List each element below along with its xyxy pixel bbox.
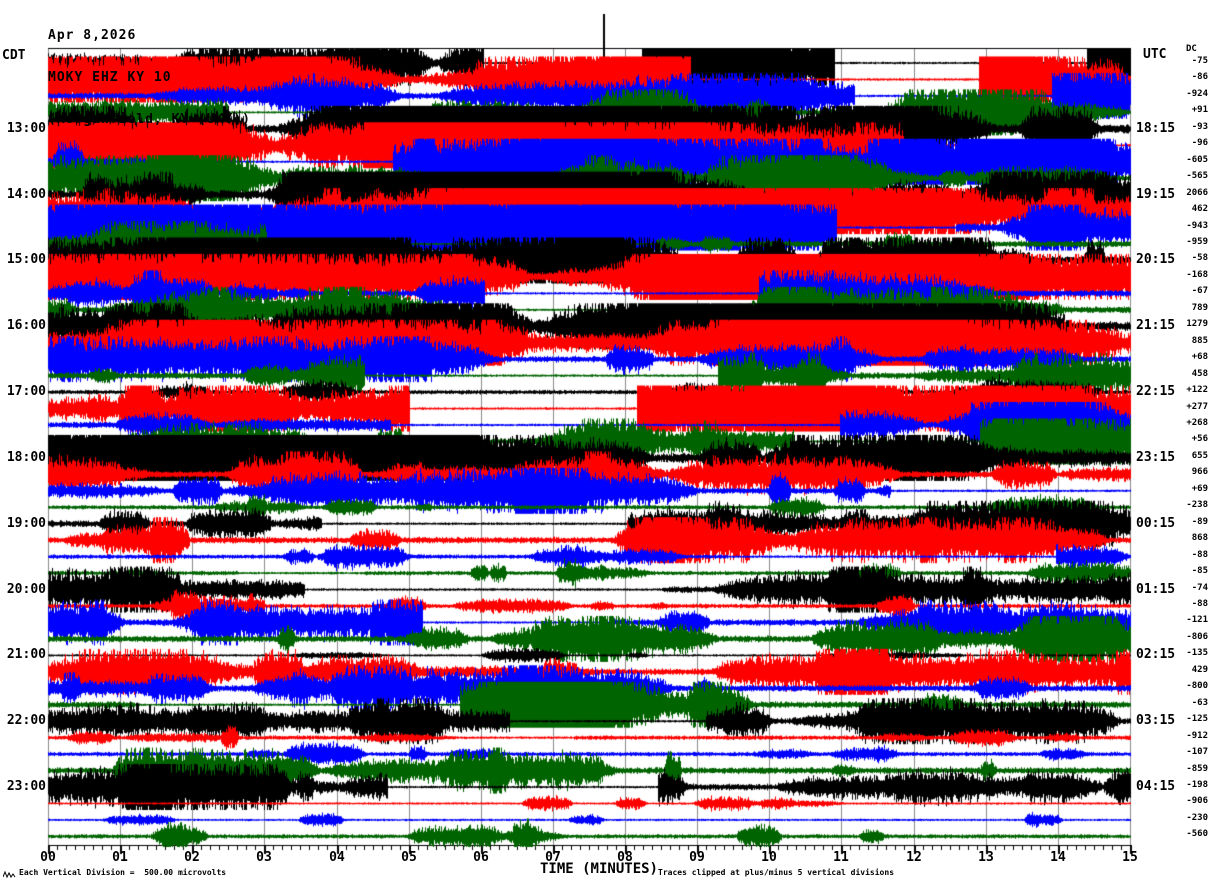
right-timezone-label: UTC [1143,47,1167,62]
dc-offset-value: -806 [1186,632,1208,642]
dc-offset-value: +69 [1191,484,1208,494]
left-time-label: 17:00 [6,384,46,399]
x-tick-label: 09 [689,850,705,865]
dc-offset-value: -943 [1186,221,1208,231]
dc-offset-value: 2066 [1186,188,1208,198]
x-tick-label: 01 [112,850,128,865]
dc-offset-value: -959 [1186,237,1208,247]
right-time-label: 03:15 [1136,713,1176,728]
dc-offset-value: +91 [1191,105,1208,115]
dc-offset-value: -125 [1186,714,1208,724]
dc-offset-value: -800 [1186,681,1208,691]
dc-offset-value: -58 [1191,253,1208,263]
dc-offset-value: +122 [1186,385,1208,395]
x-tick-label: 07 [545,850,561,865]
x-tick-label: 05 [401,850,417,865]
dc-offset-value: -74 [1191,583,1208,593]
x-tick-label: 13 [978,850,994,865]
header-date: Apr 8,2026 [48,28,137,43]
dc-offset-value: +68 [1191,352,1208,362]
left-time-label: 16:00 [6,318,46,333]
dc-offset-value: 655 [1191,451,1208,461]
left-time-label: 20:00 [6,582,46,597]
x-tick-label: 12 [906,850,922,865]
x-tick-label: 11 [833,850,849,865]
dc-offset-value: -565 [1186,171,1208,181]
x-tick-label: 14 [1050,850,1066,865]
dc-offset-value: -912 [1186,731,1208,741]
left-time-label: 18:00 [6,450,46,465]
right-time-label: 18:15 [1136,121,1176,136]
header-location: (Morganfield, KY (UKY)) [48,112,252,127]
x-tick-label: 08 [617,850,633,865]
dc-offset-value: -230 [1186,813,1208,823]
header: Apr 8,2026 MOKY EHZ KY 10 (Morganfield, … [48,1,251,155]
dc-offset-value: 429 [1191,665,1208,675]
dc-offset-value: 789 [1191,303,1208,313]
right-time-label: 02:15 [1136,647,1176,662]
dc-offset-value: -135 [1186,648,1208,658]
logo-squiggle-icon [3,870,16,879]
dc-offset-value: -121 [1186,615,1208,625]
dc-offset-value: 458 [1191,369,1208,379]
dc-offset-value: -168 [1186,270,1208,280]
x-tick-label: 02 [184,850,200,865]
dc-offset-value: -86 [1191,72,1208,82]
left-time-label: 23:00 [6,779,46,794]
dc-offset-value: -198 [1186,780,1208,790]
dc-offset-value: -93 [1191,122,1208,132]
dc-offset-value: -88 [1191,599,1208,609]
scale-note: Each Vertical Division = 500.00 microvol… [19,868,227,877]
left-time-label: 19:00 [6,516,46,531]
left-timezone-label: CDT [2,48,26,63]
right-time-label: 04:15 [1136,779,1176,794]
dc-offset-value: -89 [1191,517,1208,527]
right-time-label: 19:15 [1136,187,1176,202]
x-tick-label: 10 [761,850,777,865]
dc-offset-value: -859 [1186,764,1208,774]
dc-offset-value: -560 [1186,829,1208,839]
right-time-label: 21:15 [1136,318,1176,333]
dc-offset-value: -924 [1186,89,1208,99]
dc-offset-value: -96 [1191,138,1208,148]
left-time-label: 14:00 [6,187,46,202]
dc-offset-value: 1279 [1186,319,1208,329]
left-time-label: 21:00 [6,647,46,662]
dc-offset-value: -605 [1186,155,1208,165]
dc-offset-value: 462 [1191,204,1208,214]
header-station: MOKY EHZ KY 10 [48,70,172,85]
right-time-label: 01:15 [1136,582,1176,597]
right-time-label: 20:15 [1136,252,1176,267]
x-axis-title: TIME (MINUTES) [539,861,658,877]
x-tick-label: 00 [40,850,56,865]
dc-offset-value: -63 [1191,698,1208,708]
dc-offset-value: -88 [1191,550,1208,560]
dc-offset-value: -85 [1191,566,1208,576]
x-tick-label: 04 [329,850,345,865]
left-time-label: 22:00 [6,713,46,728]
dc-offset-value: -75 [1191,56,1208,66]
x-tick-label: 15 [1122,850,1138,865]
clip-note: Traces clipped at plus/minus 5 vertical … [658,868,895,877]
x-tick-label: 06 [473,850,489,865]
left-time-label: 15:00 [6,252,46,267]
right-time-label: 23:15 [1136,450,1176,465]
dc-offset-value: -107 [1186,747,1208,757]
dc-offset-value: +56 [1191,434,1208,444]
dc-offset-value: 966 [1191,467,1208,477]
x-tick-label: 03 [256,850,272,865]
right-time-label: 00:15 [1136,516,1176,531]
dc-offset-value: -67 [1191,286,1208,296]
dc-offset-value: -906 [1186,796,1208,806]
right-time-label: 22:15 [1136,384,1176,399]
dc-offset-header: DC [1186,44,1197,54]
dc-offset-value: +268 [1186,418,1208,428]
dc-offset-value: 868 [1191,533,1208,543]
left-time-label: 13:00 [6,121,46,136]
dc-offset-value: +277 [1186,402,1208,412]
dc-offset-value: 885 [1191,336,1208,346]
dc-offset-value: -238 [1186,500,1208,510]
